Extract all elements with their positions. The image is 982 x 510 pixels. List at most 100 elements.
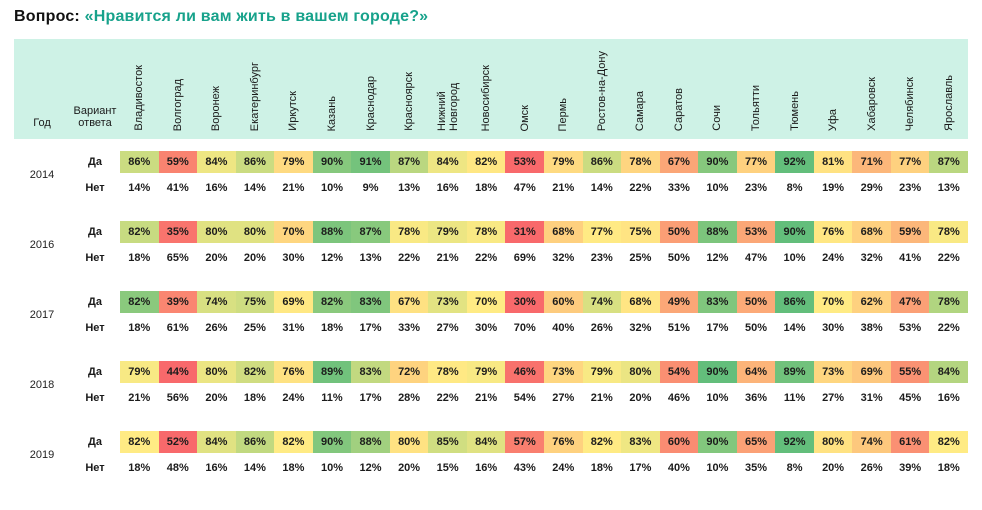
city-column-label: Пермь xyxy=(557,97,570,131)
heat-cell: 60% xyxy=(544,291,583,313)
heat-cell: 86% xyxy=(775,291,814,313)
city-column-label: Ярославль xyxy=(942,75,955,131)
city-column-label: Тюмень xyxy=(788,91,801,131)
value-cell: 20% xyxy=(629,392,652,404)
value-cell: 65% xyxy=(166,252,189,264)
heat-cell: 84% xyxy=(466,431,506,453)
heat-cell: 65% xyxy=(736,431,776,453)
value-cell: 35% xyxy=(744,462,767,474)
heat-cell: 80% xyxy=(813,431,853,453)
heat-cell: 86% xyxy=(235,151,275,173)
city-column-header: Красноярск xyxy=(390,39,429,139)
value-cell: 25% xyxy=(629,252,652,264)
heat-cell: 67% xyxy=(389,291,429,313)
value-cell: 41% xyxy=(166,182,189,194)
value-cell: 50% xyxy=(744,322,767,334)
heat-cell: 76% xyxy=(274,361,313,383)
heat-cell: 62% xyxy=(852,291,891,313)
answer-no-label: Нет xyxy=(85,462,105,474)
heat-cell: 78% xyxy=(428,361,467,383)
heat-cell: 78% xyxy=(929,221,968,243)
value-cell: 40% xyxy=(552,322,575,334)
heat-cell: 77% xyxy=(736,151,776,173)
value-cell: 29% xyxy=(860,182,883,194)
city-column-label: Тольятти xyxy=(749,84,762,131)
heat-cell: 80% xyxy=(389,431,429,453)
value-cell: 21% xyxy=(552,182,575,194)
value-cell: 41% xyxy=(899,252,922,264)
answer-no-label: Нет xyxy=(85,392,105,404)
value-cell: 20% xyxy=(243,252,266,264)
city-column-label: Воронеж xyxy=(210,85,223,131)
heat-cell: 83% xyxy=(621,431,660,453)
year-block-2018: 2018 Да 79% 44% 80% 82% 76% 89% 83% 72% 78% 79% 46% 7… xyxy=(14,359,968,411)
value-cell: 10% xyxy=(320,182,343,194)
value-cell: 16% xyxy=(436,182,459,194)
city-column-header: Хабаровск xyxy=(852,39,891,139)
answer-no-label: Нет xyxy=(85,322,105,334)
value-cell: 10% xyxy=(783,252,806,264)
heat-cell: 68% xyxy=(621,291,660,313)
value-cell: 10% xyxy=(706,392,729,404)
city-column-label: Саратов xyxy=(672,87,685,131)
heat-cell: 84% xyxy=(197,431,236,453)
heat-cell: 68% xyxy=(852,221,891,243)
value-cell: 50% xyxy=(667,252,690,264)
value-cell: 26% xyxy=(205,322,228,334)
heat-cell: 54% xyxy=(659,361,699,383)
value-cell: 8% xyxy=(786,182,803,194)
city-column-header: Владивосток xyxy=(120,39,159,139)
year-label: 2017 xyxy=(29,309,55,321)
value-cell: 18% xyxy=(590,462,613,474)
city-column-label: Омск xyxy=(518,104,531,131)
heat-cell: 90% xyxy=(698,151,737,173)
value-cell: 46% xyxy=(667,392,690,404)
city-column-header: Уфа xyxy=(814,39,853,139)
value-cell: 8% xyxy=(786,462,803,474)
value-cell: 28% xyxy=(398,392,421,404)
heat-cell: 75% xyxy=(621,221,660,243)
value-cell: 33% xyxy=(398,322,421,334)
city-column-header: Саратов xyxy=(660,39,699,139)
value-cell: 17% xyxy=(359,392,382,404)
value-cell: 18% xyxy=(475,182,498,194)
value-cell: 18% xyxy=(243,392,266,404)
value-cell: 24% xyxy=(822,252,845,264)
value-cell: 30% xyxy=(822,322,845,334)
heat-cell: 78% xyxy=(466,221,506,243)
value-cell: 32% xyxy=(629,322,652,334)
heat-cell: 90% xyxy=(698,431,737,453)
city-column-header: Новосибирск xyxy=(467,39,506,139)
value-cell: 45% xyxy=(899,392,922,404)
value-cell: 47% xyxy=(744,252,767,264)
heat-cell: 53% xyxy=(736,221,776,243)
heat-cell: 74% xyxy=(197,291,236,313)
heat-cell: 82% xyxy=(929,431,968,453)
city-column-label: Красноярск xyxy=(403,72,416,131)
heat-cell: 79% xyxy=(466,361,506,383)
heat-cell: 82% xyxy=(120,431,159,453)
city-column-header: Челябинск xyxy=(891,39,930,139)
heat-cell: 44% xyxy=(158,361,198,383)
city-column-label: Сочи xyxy=(711,105,724,131)
value-cell: 18% xyxy=(128,462,151,474)
year-label: 2016 xyxy=(29,239,55,251)
heat-cell: 88% xyxy=(351,431,390,453)
value-cell: 22% xyxy=(629,182,652,194)
city-column-header: Краснодар xyxy=(351,39,390,139)
city-column-header: Волгоград xyxy=(159,39,198,139)
value-cell: 12% xyxy=(706,252,729,264)
year-label: 2014 xyxy=(29,169,55,181)
heat-cell: 80% xyxy=(621,361,660,383)
heat-cell: 71% xyxy=(852,151,891,173)
heat-cell: 57% xyxy=(505,431,544,453)
value-cell: 10% xyxy=(706,462,729,474)
value-cell: 30% xyxy=(475,322,498,334)
value-cell: 22% xyxy=(937,252,960,264)
heat-cell: 83% xyxy=(351,361,390,383)
value-cell: 22% xyxy=(475,252,498,264)
value-cell: 32% xyxy=(552,252,575,264)
heat-cell: 91% xyxy=(351,151,390,173)
city-column-header: Пермь xyxy=(544,39,583,139)
heat-cell: 82% xyxy=(466,151,506,173)
